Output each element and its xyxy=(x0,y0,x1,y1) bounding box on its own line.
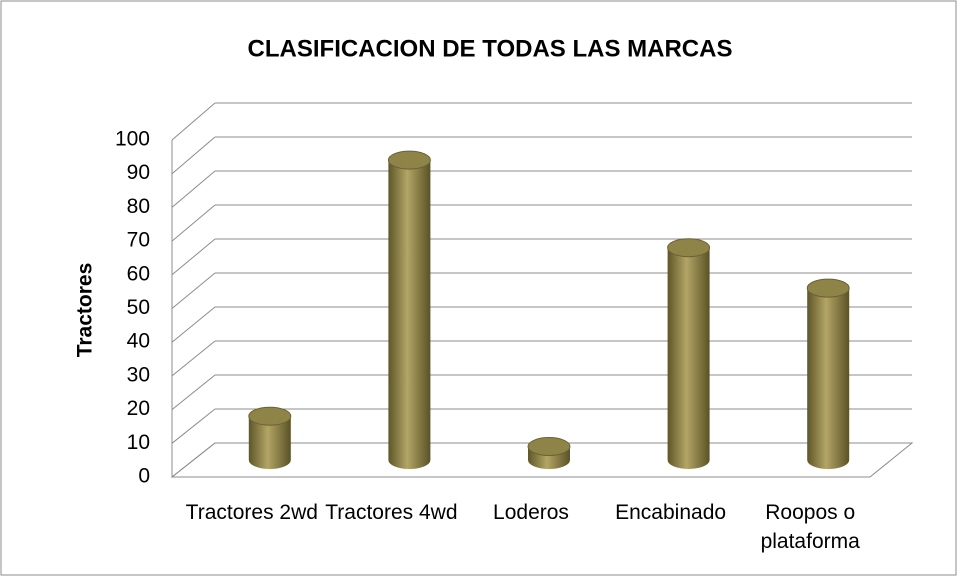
y-tick-label: 80 xyxy=(127,195,150,218)
bar-top xyxy=(527,437,571,457)
bar xyxy=(806,278,850,469)
bar xyxy=(527,437,571,469)
grid-line xyxy=(171,272,216,309)
bar-top xyxy=(248,406,292,426)
x-tick-label: Tractores 2wd xyxy=(185,501,318,524)
bar-top xyxy=(806,278,850,298)
y-axis-label: Tractores xyxy=(74,263,97,358)
grid-line xyxy=(171,374,216,410)
y-tick-label: 90 xyxy=(127,161,150,184)
x-tick-label: Encabinado xyxy=(615,501,727,524)
y-tick-label: 60 xyxy=(127,262,150,285)
y-tick-label: 10 xyxy=(127,431,150,454)
y-tick-label: 70 xyxy=(127,229,150,252)
grid-line xyxy=(171,204,216,242)
grid-line xyxy=(171,136,216,175)
bar-body xyxy=(248,416,291,469)
y-tick-label: 30 xyxy=(127,363,150,386)
bar xyxy=(387,150,431,469)
bar xyxy=(667,238,711,469)
bar xyxy=(248,406,292,469)
bar-top xyxy=(667,238,711,258)
grid-line xyxy=(171,306,216,343)
y-tick-label: 20 xyxy=(127,397,150,420)
x-tick-label: Loderos xyxy=(493,501,569,524)
x-tick-label: Roopos o plataforma xyxy=(760,501,860,553)
bar-body xyxy=(667,247,710,469)
bar-body xyxy=(388,160,431,469)
grid-line xyxy=(171,340,216,377)
x-tick-label: Tractores 4wd xyxy=(325,501,458,524)
grid-line xyxy=(171,170,216,208)
grid-line xyxy=(171,102,216,141)
y-tick-label: 0 xyxy=(138,465,150,488)
grid-line xyxy=(171,408,216,444)
y-tick-label: 50 xyxy=(127,296,150,319)
bar-body xyxy=(807,288,850,469)
bar-top xyxy=(387,150,431,170)
grid-line xyxy=(171,442,216,478)
y-tick-label: 100 xyxy=(115,128,150,151)
grid-line xyxy=(171,238,216,276)
chart-title: CLASIFICACION DE TODAS LAS MARCAS xyxy=(248,35,733,62)
y-tick-label: 40 xyxy=(127,330,150,353)
